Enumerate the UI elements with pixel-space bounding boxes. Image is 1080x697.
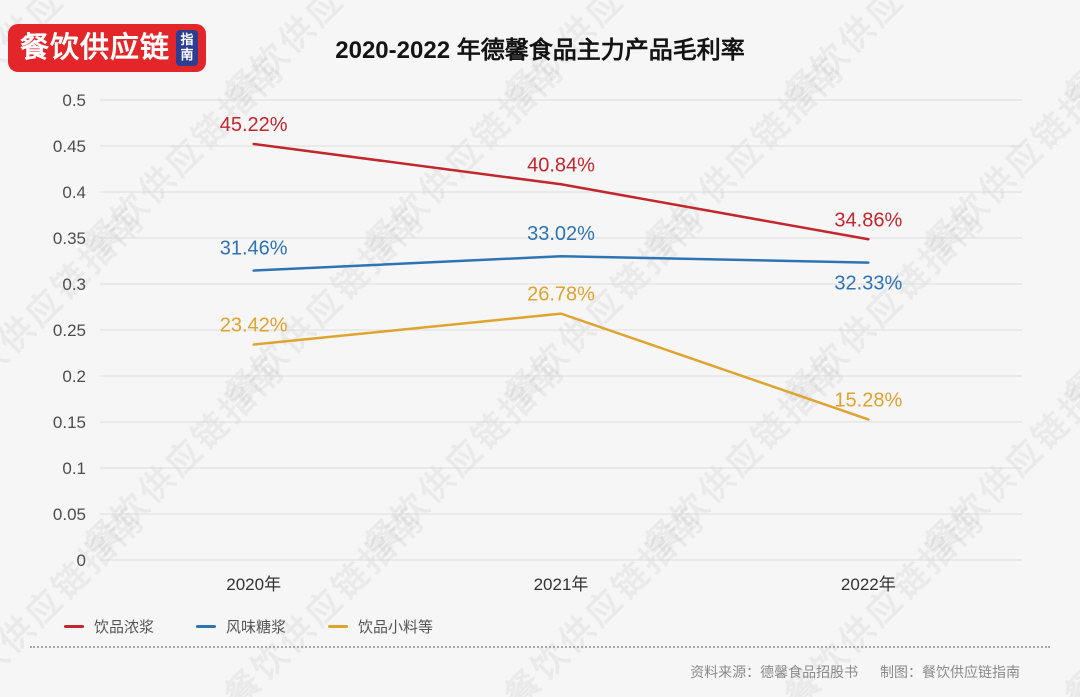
data-point-label: 34.86% — [834, 209, 902, 231]
series-line-0 — [252, 142, 870, 241]
data-source-text: 资料来源：德馨食品招股书 — [690, 664, 859, 680]
line-chart: 0 0.05 0.1 0.15 0.2 0.25 0.3 0.35 0.4 0.45 0.5 2020… — [53, 91, 1022, 594]
y-axis-tick-label: 0.15 — [53, 413, 86, 432]
legend-line-icon — [64, 625, 84, 628]
legend-label: 风味糖浆 — [226, 619, 287, 636]
series-line-1 — [252, 254, 870, 272]
dotted-separator — [30, 646, 1050, 648]
brand-logo-text: 餐饮供应链 — [20, 31, 171, 64]
legend-item-yinpin-nongjiang: 饮品浓浆 — [64, 616, 154, 637]
x-axis-category-label: 2020年 — [226, 575, 281, 594]
legend-line-icon — [196, 625, 217, 628]
data-point-label: 26.78% — [527, 284, 595, 306]
y-axis-tick-label: 0 — [77, 551, 86, 570]
data-point-label: 40.84% — [527, 154, 595, 176]
brand-logo: 餐饮供应链 指南 — [8, 24, 207, 72]
y-axis-tick-label: 0.1 — [62, 459, 86, 478]
legend-label: 饮品小料等 — [358, 619, 434, 636]
chart-title: 2020-2022 年德馨食品主力产品毛利率 — [335, 37, 745, 64]
brand-logo-badge: 指南 — [176, 30, 199, 66]
x-axis-category-label: 2022年 — [841, 575, 896, 594]
legend-item-yinpin-xiaoliao: 饮品小料等 — [328, 616, 433, 637]
y-axis-tick-label: 0.35 — [53, 229, 86, 248]
y-axis-tick-label: 0.25 — [53, 321, 86, 340]
chart-credit-text: 制图：餐饮供应链指南 — [880, 664, 1020, 680]
data-point-label: 33.02% — [527, 223, 595, 245]
legend-label: 饮品浓浆 — [94, 619, 155, 636]
data-point-label: 31.46% — [220, 238, 288, 260]
y-axis-tick-label: 0.5 — [62, 91, 86, 110]
y-axis-tick-label: 0.05 — [53, 505, 86, 524]
x-axis-category-label: 2021年 — [534, 575, 589, 594]
legend-item-fengwei-tangjiang: 风味糖浆 — [196, 616, 286, 637]
series-line-2 — [252, 312, 870, 421]
legend-line-icon — [328, 625, 349, 628]
data-point-label: 45.22% — [220, 114, 288, 136]
data-point-label: 23.42% — [220, 315, 288, 337]
y-axis-tick-label: 0.2 — [62, 367, 86, 386]
data-point-label: 15.28% — [834, 389, 902, 411]
data-point-label: 32.33% — [834, 273, 902, 295]
chart-legend: 饮品浓浆 风味糖浆 饮品小料等 — [64, 616, 475, 637]
y-axis-tick-label: 0.4 — [62, 183, 86, 202]
y-axis-tick-label: 0.45 — [53, 137, 86, 156]
y-axis-tick-label: 0.3 — [62, 275, 86, 294]
footer-credits: 资料来源：德馨食品招股书 制图：餐饮供应链指南 — [672, 662, 1020, 682]
